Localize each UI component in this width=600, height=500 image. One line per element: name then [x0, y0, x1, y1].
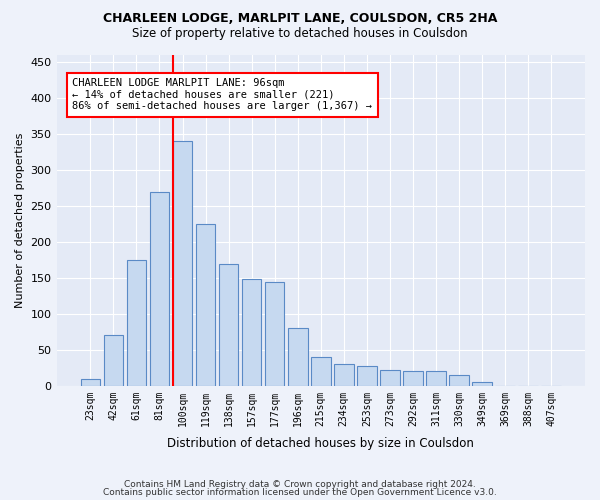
Bar: [196, 224, 215, 386]
Bar: [449, 375, 469, 386]
Bar: [265, 282, 284, 386]
Bar: [403, 372, 423, 386]
Bar: [80, 378, 100, 386]
Text: CHARLEEN LODGE MARLPIT LANE: 96sqm
← 14% of detached houses are smaller (221)
86: CHARLEEN LODGE MARLPIT LANE: 96sqm ← 14%…: [73, 78, 373, 112]
Bar: [219, 264, 238, 386]
Bar: [288, 328, 308, 386]
Bar: [472, 382, 492, 386]
Bar: [311, 357, 331, 386]
Bar: [149, 192, 169, 386]
Bar: [334, 364, 353, 386]
Bar: [380, 370, 400, 386]
Bar: [242, 280, 262, 386]
Text: Size of property relative to detached houses in Coulsdon: Size of property relative to detached ho…: [132, 28, 468, 40]
Bar: [127, 260, 146, 386]
Text: Contains public sector information licensed under the Open Government Licence v3: Contains public sector information licen…: [103, 488, 497, 497]
Text: CHARLEEN LODGE, MARLPIT LANE, COULSDON, CR5 2HA: CHARLEEN LODGE, MARLPIT LANE, COULSDON, …: [103, 12, 497, 26]
Bar: [426, 372, 446, 386]
Bar: [173, 142, 193, 386]
Bar: [104, 336, 123, 386]
Bar: [357, 366, 377, 386]
Y-axis label: Number of detached properties: Number of detached properties: [15, 132, 25, 308]
X-axis label: Distribution of detached houses by size in Coulsdon: Distribution of detached houses by size …: [167, 437, 474, 450]
Text: Contains HM Land Registry data © Crown copyright and database right 2024.: Contains HM Land Registry data © Crown c…: [124, 480, 476, 489]
